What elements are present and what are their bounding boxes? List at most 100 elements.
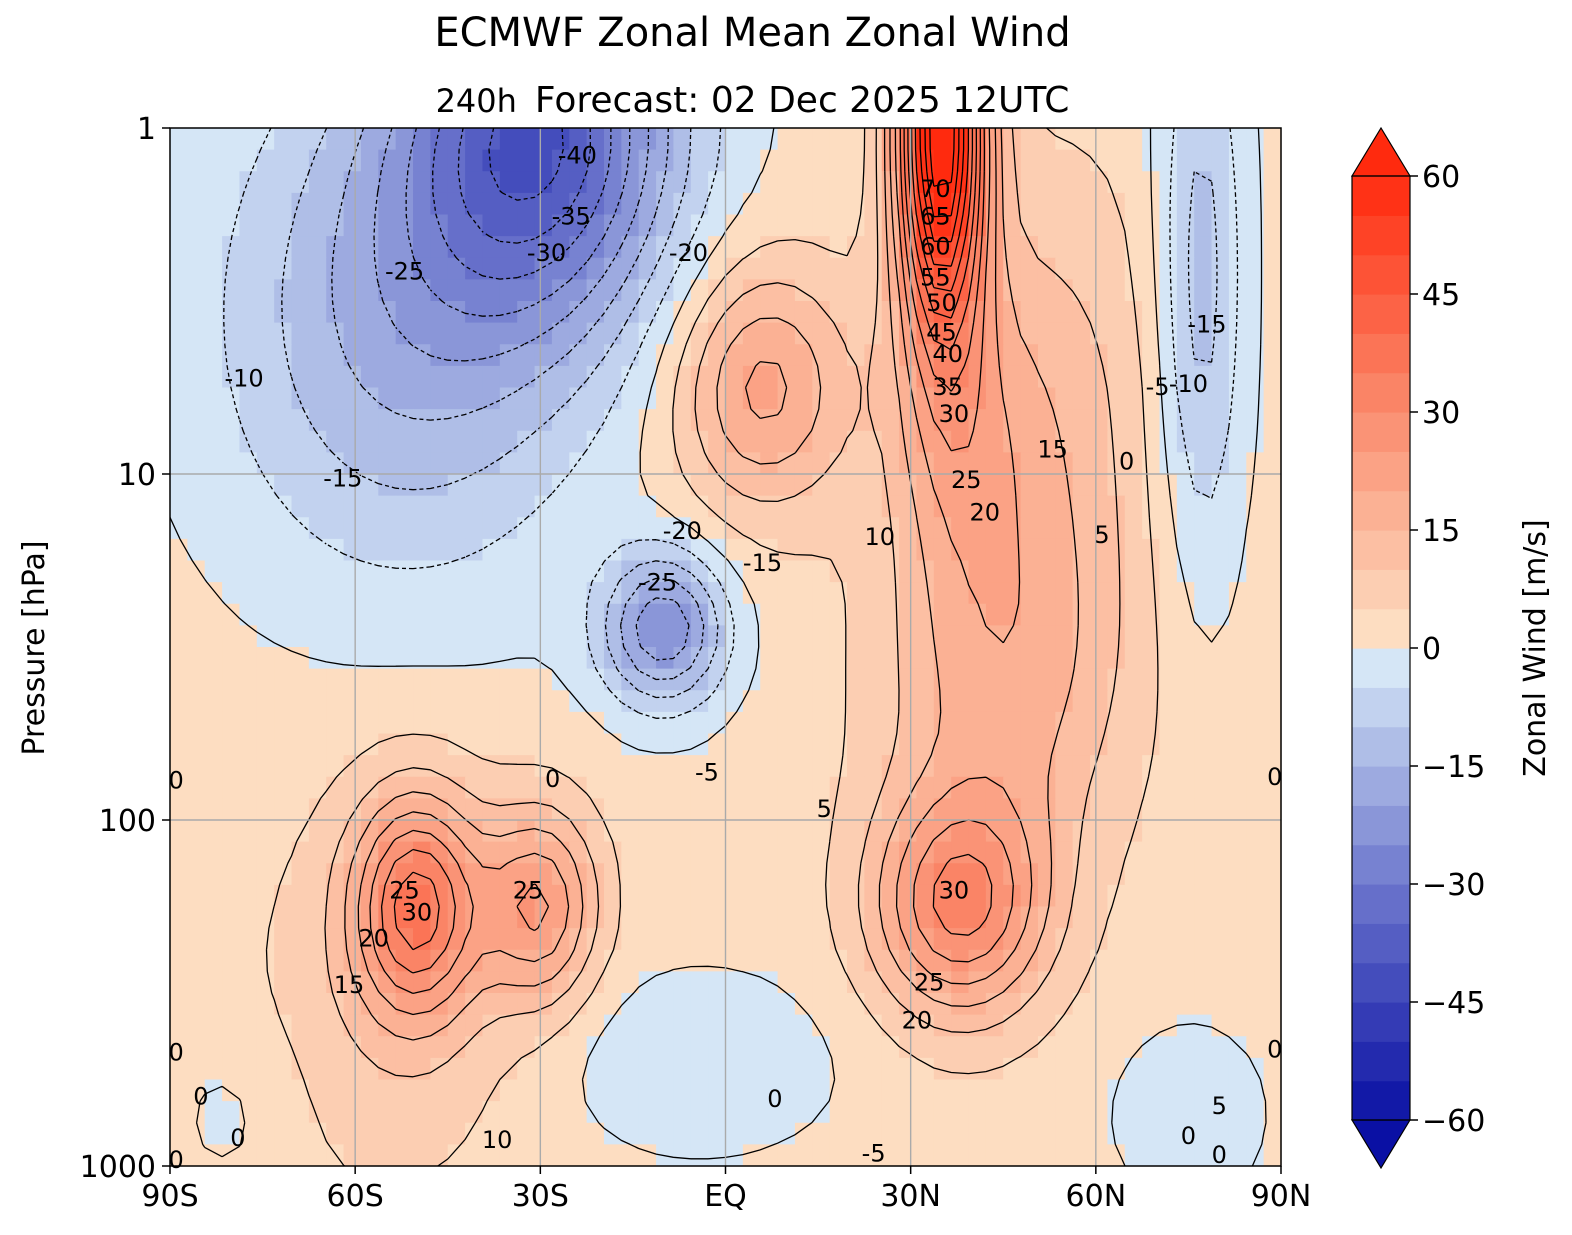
wind-field-cell [413,495,431,518]
wind-field-cell [829,884,848,908]
wind-field-cell [1246,647,1265,670]
wind-field-cell [465,128,484,151]
wind-field-cell [274,495,293,518]
wind-field-cell [690,711,709,735]
wind-field-cell [291,1057,310,1081]
wind-field-cell [1003,301,1022,324]
wind-field-cell [447,971,466,994]
wind-field-cell [1037,798,1056,821]
wind-field-cell [499,301,518,324]
wind-field-cell [742,949,761,972]
wind-field-cell [274,257,293,280]
wind-field-cell [1090,1014,1109,1037]
contour-line [924,128,960,218]
wind-field-cell [1037,971,1056,994]
wind-field-cell [308,474,327,497]
wind-field-cell [1124,906,1143,929]
wind-field-cell [1124,884,1143,908]
wind-field-cell [829,690,848,713]
wind-field-cell [794,1057,813,1081]
wind-field-cell [378,668,397,691]
wind-field-cell [378,776,397,799]
wind-field-cell [482,1014,501,1037]
wind-field-cell [1246,820,1265,843]
wind-field-cell [1090,603,1109,626]
x-tick-label: EQ [704,1179,747,1214]
wind-field-cell [343,625,362,648]
wind-field-cell [760,301,779,324]
wind-field-cell [1090,171,1109,194]
wind-field-cell [656,257,675,280]
wind-field-cell [829,365,848,389]
wind-field-cell [499,841,518,864]
wind-field-cell [603,409,622,432]
colorbar-tick-label: 15 [1422,514,1460,549]
wind-field-cell [1263,776,1282,799]
wind-field-cell [569,603,588,626]
wind-field-cell [1020,192,1039,216]
wind-field-cell [673,214,692,237]
wind-field-cell [656,495,675,518]
wind-field-cell [291,1101,310,1124]
wind-field-cell [482,993,501,1016]
wind-field-cell [916,214,935,237]
wind-field-cell [933,387,952,410]
wind-field-cell [777,560,796,583]
wind-field-cell [603,582,622,605]
wind-field-cell [1194,236,1213,259]
contour-label: -5 [1146,373,1170,401]
wind-field-cell [847,214,865,237]
wind-field-cell [378,798,397,821]
wind-field-cell [465,365,484,389]
wind-field-cell [1211,365,1230,389]
wind-field-cell [951,971,970,994]
wind-field-cell [1072,755,1091,778]
wind-field-cell [170,625,188,648]
wind-field-cell [1228,149,1247,172]
wind-field-cell [204,841,223,864]
wind-field-cell [1124,1057,1143,1081]
wind-field-cell [1246,387,1265,410]
wind-field-cell [343,755,362,778]
wind-field-cell [1124,214,1143,237]
wind-field-cell [343,1057,362,1081]
wind-field-cell [413,1101,431,1124]
wind-field-cell [447,1057,466,1081]
wind-field-cell [378,625,397,648]
wind-field-cell [187,387,206,410]
wind-field-cell [829,1101,848,1124]
wind-field-cell [1037,863,1056,886]
wind-field-cell [690,495,709,518]
wind-field-cell [1211,279,1230,302]
wind-field-cell [708,430,727,453]
wind-field-cell [881,1101,900,1124]
wind-field-cell [603,149,622,172]
wind-field-cell [343,668,362,691]
wind-field-cell [742,928,761,951]
wind-field-cell [760,1101,779,1124]
wind-field-cell [291,452,310,475]
wind-field-cell [256,1101,275,1124]
wind-field-cell [1124,1014,1143,1037]
contour-line [331,128,705,681]
wind-field-cell [725,647,744,670]
wind-field-cell [951,841,970,864]
wind-field-cell [170,755,188,778]
wind-field-cell [1228,128,1247,151]
wind-field-cell [1176,1057,1195,1081]
wind-field-cell [360,365,379,389]
wind-field-cell [1037,668,1056,691]
wind-field-cell [690,582,709,605]
contour-label: -5 [862,1139,886,1167]
wind-field-cell [187,171,206,194]
wind-field-cell [1124,647,1143,670]
wind-field-cell [916,668,935,691]
wind-field-cell [534,301,553,324]
wind-field-cell [170,192,188,216]
contour-line [344,128,1080,1041]
wind-field-cell [1211,928,1230,951]
wind-field-cell [760,993,779,1016]
wind-field-cell [551,776,570,799]
wind-field-cell [569,993,588,1016]
wind-field-cell [847,690,865,713]
